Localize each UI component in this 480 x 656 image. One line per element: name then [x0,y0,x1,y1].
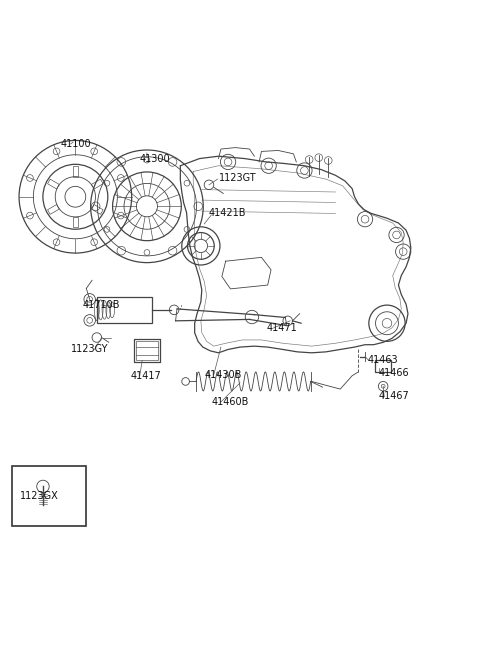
Text: 41460B: 41460B [211,397,249,407]
Text: 1123GY: 1123GY [71,344,108,354]
Bar [134,339,160,362]
Text: 41710B: 41710B [83,300,120,310]
Text: 41467: 41467 [378,391,409,401]
Bar [48,179,60,189]
Text: 41421B: 41421B [209,209,247,218]
Bar [91,205,103,215]
Text: 41430B: 41430B [204,370,241,380]
Text: 41466: 41466 [378,368,409,379]
Bar [97,297,152,323]
Bar [48,205,60,215]
Bar [73,166,78,176]
Text: 41463: 41463 [368,356,398,365]
Bar [136,341,158,360]
Bar [12,466,86,526]
Text: 41300: 41300 [140,154,170,163]
Bar [73,217,78,228]
Text: 41417: 41417 [130,371,161,380]
Bar [374,360,391,372]
Text: 1123GX: 1123GX [20,491,58,501]
Bar [91,179,103,189]
Text: 1123GT: 1123GT [218,173,256,182]
Text: 41471: 41471 [266,323,297,333]
Text: 41100: 41100 [61,139,92,150]
